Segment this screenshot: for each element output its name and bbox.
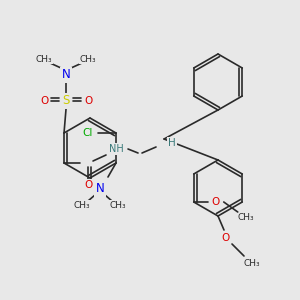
Text: H: H	[168, 138, 176, 148]
Text: Cl: Cl	[83, 128, 93, 138]
Text: O: O	[84, 96, 92, 106]
Text: CH₃: CH₃	[244, 260, 260, 268]
Text: N: N	[61, 68, 70, 82]
Text: CH₃: CH₃	[80, 55, 96, 64]
Text: O: O	[212, 197, 220, 207]
Text: CH₃: CH₃	[110, 200, 126, 209]
Text: N: N	[96, 182, 104, 196]
Text: CH₃: CH₃	[36, 55, 52, 64]
Text: O: O	[40, 96, 48, 106]
Text: NH: NH	[109, 144, 123, 154]
Text: CH₃: CH₃	[74, 200, 90, 209]
Text: CH₃: CH₃	[237, 214, 254, 223]
Text: O: O	[222, 233, 230, 243]
Text: O: O	[84, 180, 92, 190]
Text: S: S	[62, 94, 70, 107]
